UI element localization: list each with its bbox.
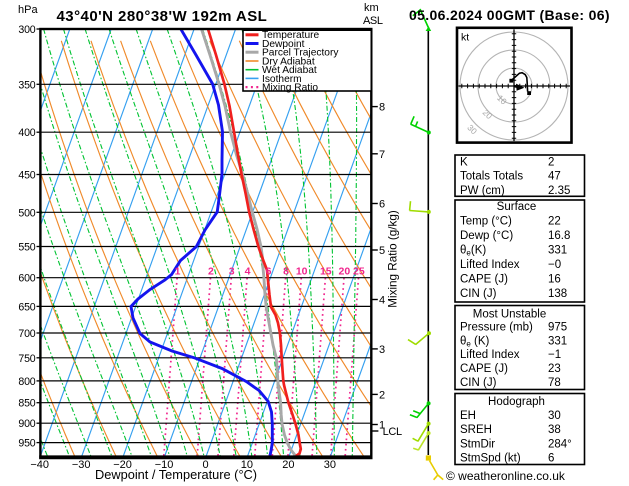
svg-text:975: 975 [548,322,567,334]
svg-text:CIN (J): CIN (J) [460,377,497,389]
svg-text:StmSpd (kt): StmSpd (kt) [460,452,521,464]
svg-text:25: 25 [353,266,365,278]
svg-text:EH: EH [460,410,476,422]
svg-text:−20: −20 [113,459,132,471]
svg-text:38: 38 [548,424,561,436]
svg-text:138: 138 [548,288,567,300]
svg-text:−0: −0 [548,259,561,271]
svg-text:300: 300 [18,24,35,36]
svg-text:8: 8 [379,102,385,114]
svg-text:700: 700 [18,328,35,340]
svg-text:PW (cm): PW (cm) [460,185,505,197]
svg-text:Dewp (°C): Dewp (°C) [460,230,513,242]
svg-text:6: 6 [548,452,554,464]
svg-text:2: 2 [379,389,385,401]
svg-text:Parcel Trajectory: Parcel Trajectory [262,48,339,59]
svg-text:15: 15 [320,266,332,278]
svg-text:30: 30 [548,410,561,422]
svg-text:ASL: ASL [363,15,383,27]
svg-text:Surface: Surface [497,201,537,213]
svg-text:θe(K): θe(K) [460,244,486,257]
svg-text:500: 500 [18,207,35,219]
svg-text:LCL: LCL [383,426,402,438]
svg-text:23: 23 [548,363,561,375]
svg-text:Most Unstable: Most Unstable [473,308,547,320]
svg-text:Wet Adiabat: Wet Adiabat [262,65,317,76]
svg-text:05.06.2024 00GMT (Base: 06): 05.06.2024 00GMT (Base: 06) [409,7,610,23]
svg-text:331: 331 [548,335,567,347]
svg-text:θe (K): θe (K) [460,335,490,348]
svg-text:Lifted Index: Lifted Index [460,349,520,361]
svg-text:7: 7 [379,149,385,161]
svg-text:2: 2 [208,266,214,278]
svg-text:30: 30 [324,459,336,471]
svg-text:Temp (°C): Temp (°C) [460,215,512,227]
svg-text:CAPE (J): CAPE (J) [460,363,508,375]
svg-text:Totals Totals: Totals Totals [460,171,523,183]
svg-text:CIN (J): CIN (J) [460,288,497,300]
svg-text:22: 22 [548,215,561,227]
svg-text:950: 950 [18,438,35,450]
svg-text:350: 350 [18,79,35,91]
svg-text:StmDir: StmDir [460,438,495,450]
svg-text:10: 10 [241,459,253,471]
svg-text:3: 3 [229,266,235,278]
svg-text:6: 6 [266,266,272,278]
svg-text:850: 850 [18,398,35,410]
svg-text:−1: −1 [548,349,561,361]
svg-text:600: 600 [18,273,35,285]
svg-text:1: 1 [379,420,385,432]
svg-text:10: 10 [296,266,308,278]
svg-text:CAPE (J): CAPE (J) [460,273,508,285]
svg-text:650: 650 [18,301,35,313]
svg-text:Mixing Ratio (g/kg): Mixing Ratio (g/kg) [387,210,400,308]
svg-text:800: 800 [18,376,35,388]
svg-text:0: 0 [202,459,208,471]
svg-text:kt: kt [461,32,469,44]
svg-text:K: K [460,156,468,168]
svg-text:20: 20 [282,459,294,471]
svg-text:Mixing Ratio: Mixing Ratio [262,83,318,94]
svg-text:900: 900 [18,418,35,430]
svg-text:© weatheronline.co.uk: © weatheronline.co.uk [446,469,566,483]
svg-text:400: 400 [18,127,35,139]
svg-text:−30: −30 [72,459,91,471]
svg-text:4: 4 [245,266,251,278]
svg-text:20: 20 [339,266,351,278]
svg-text:−40: −40 [30,459,49,471]
svg-text:km: km [364,2,379,14]
svg-text:Dewpoint / Temperature (°C): Dewpoint / Temperature (°C) [95,467,257,482]
svg-text:Pressure (mb): Pressure (mb) [460,322,533,334]
svg-text:Dewpoint: Dewpoint [262,39,305,50]
svg-text:−10: −10 [155,459,174,471]
svg-text:47: 47 [548,171,561,183]
svg-text:43°40'N 280°38'W 192m ASL: 43°40'N 280°38'W 192m ASL [57,8,268,25]
svg-text:Dry Adiabat: Dry Adiabat [262,56,315,67]
svg-text:450: 450 [18,170,35,182]
svg-text:6: 6 [379,199,385,211]
svg-text:Isotherm: Isotherm [262,74,302,85]
svg-text:2.35: 2.35 [548,185,570,197]
svg-text:78: 78 [548,377,561,389]
svg-text:4: 4 [379,295,385,307]
svg-text:hPa: hPa [18,4,38,16]
svg-text:750: 750 [18,353,35,365]
svg-text:8: 8 [283,266,289,278]
svg-text:16: 16 [548,273,561,285]
svg-text:284°: 284° [548,438,572,450]
svg-text:Temperature: Temperature [262,30,320,41]
svg-text:16.8: 16.8 [548,230,570,242]
svg-text:1: 1 [175,266,181,278]
svg-text:3: 3 [379,344,385,356]
svg-text:2: 2 [548,156,554,168]
svg-text:Lifted Index: Lifted Index [460,259,520,271]
svg-text:331: 331 [548,244,567,256]
svg-text:Hodograph: Hodograph [488,396,545,408]
svg-text:550: 550 [18,242,35,254]
svg-text:5: 5 [379,245,385,257]
svg-text:SREH: SREH [460,424,492,436]
